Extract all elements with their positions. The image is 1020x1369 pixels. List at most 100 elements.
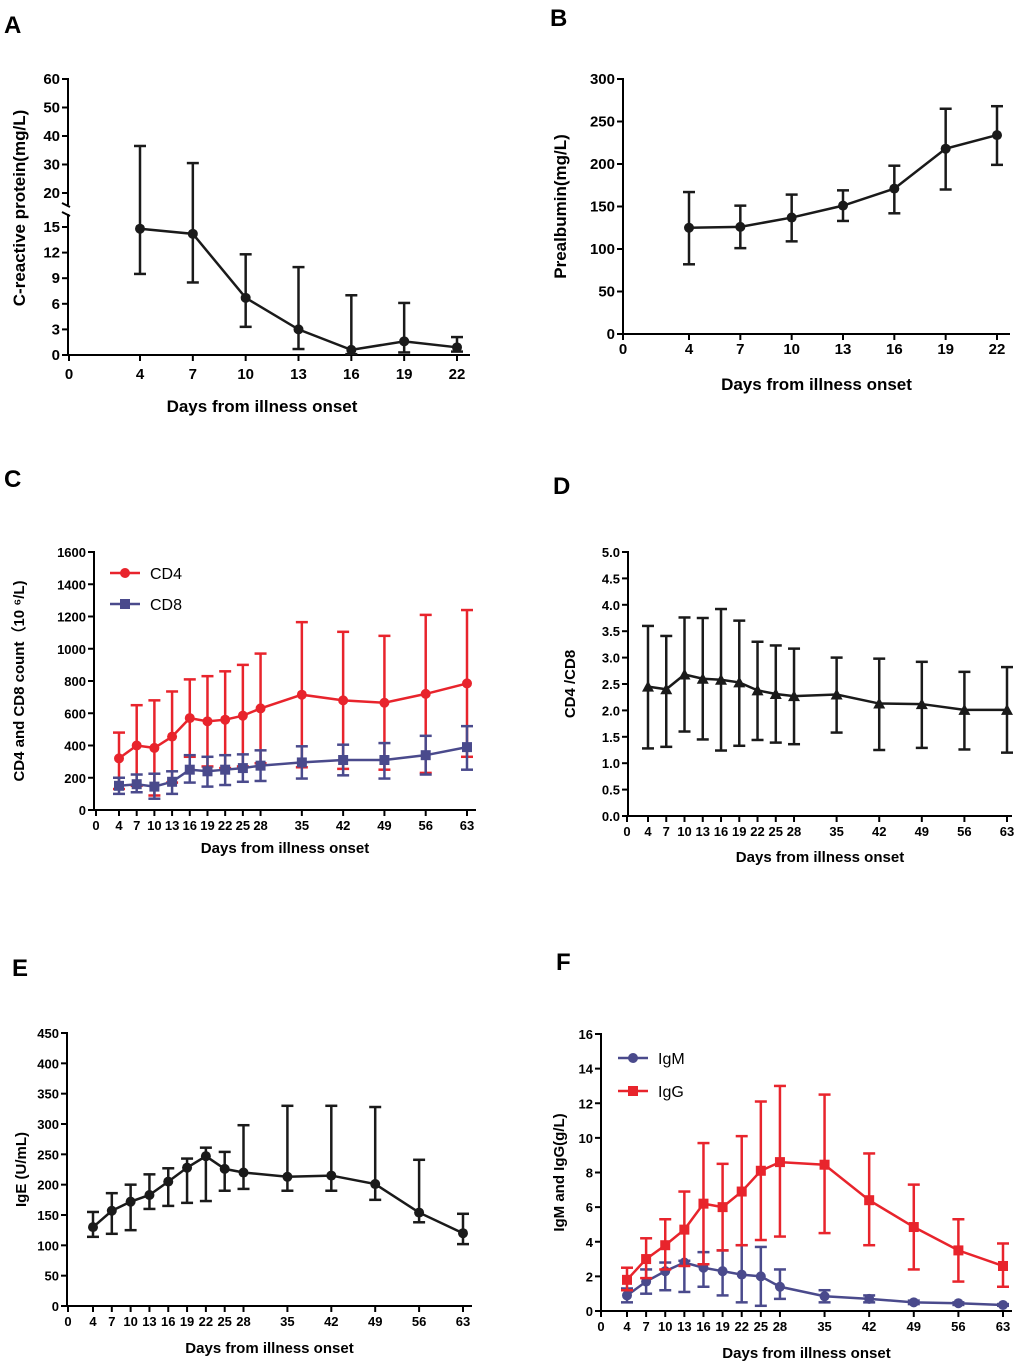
legend-item: CD8 bbox=[110, 597, 182, 614]
data-point bbox=[202, 766, 213, 777]
data-point bbox=[628, 1086, 638, 1096]
legend-label: CD4 bbox=[150, 566, 182, 583]
series-crp bbox=[134, 144, 463, 356]
x-tick-label: 0 bbox=[623, 824, 630, 839]
data-point bbox=[420, 750, 431, 761]
data-point bbox=[338, 755, 349, 766]
x-tick-label: 4 bbox=[115, 818, 123, 833]
chart-panel-A: 0 3 6 9 12 15 20 30 40 50 60 0 4 7 10 13 16 19 22 Days from… bbox=[10, 71, 470, 416]
y-tick-label: 300 bbox=[37, 1117, 59, 1132]
panel-label: E bbox=[12, 955, 28, 982]
y-tick-label: 150 bbox=[590, 199, 615, 216]
data-point bbox=[149, 781, 160, 792]
y-tick-label: 40 bbox=[43, 128, 60, 145]
data-point bbox=[131, 779, 142, 790]
x-axis-title: Days from illness onset bbox=[185, 1340, 353, 1357]
data-point bbox=[296, 757, 307, 768]
y-tick-label: 200 bbox=[590, 156, 615, 173]
data-point bbox=[399, 336, 410, 347]
data-point bbox=[698, 1198, 709, 1209]
data-point bbox=[755, 1165, 766, 1176]
series-prealbumin bbox=[683, 104, 1003, 266]
data-point bbox=[420, 688, 431, 699]
data-point bbox=[819, 1291, 830, 1302]
x-tick-label: 10 bbox=[237, 366, 254, 383]
data-point bbox=[114, 753, 124, 764]
y-tick-label: 400 bbox=[64, 739, 86, 754]
data-point bbox=[120, 568, 130, 578]
data-point bbox=[149, 742, 160, 753]
x-tick-label: 13 bbox=[165, 818, 179, 833]
data-point bbox=[220, 714, 231, 725]
data-point bbox=[788, 690, 801, 702]
x-tick-label: 0 bbox=[92, 818, 99, 833]
x-tick-label: 10 bbox=[147, 818, 161, 833]
x-tick-label: 0 bbox=[597, 1319, 604, 1334]
y-tick-label: 200 bbox=[37, 1178, 59, 1193]
y-tick-label: 0 bbox=[79, 803, 86, 818]
x-tick-label: 28 bbox=[236, 1314, 250, 1329]
data-point bbox=[106, 1205, 117, 1216]
data-point bbox=[696, 672, 709, 684]
x-tick-label: 13 bbox=[696, 824, 710, 839]
data-point bbox=[864, 1293, 875, 1304]
data-point bbox=[462, 678, 472, 689]
axis-break-mark bbox=[61, 202, 71, 208]
y-tick-label: 3.0 bbox=[602, 651, 620, 666]
data-point bbox=[953, 1245, 964, 1256]
x-tick-label: 13 bbox=[142, 1314, 156, 1329]
y-tick-label: 14 bbox=[579, 1062, 594, 1077]
y-tick-label: 0.0 bbox=[602, 809, 620, 824]
y-tick-label: 4.5 bbox=[602, 571, 620, 586]
y-tick-label: 12 bbox=[43, 245, 60, 262]
x-tick-label: 4 bbox=[89, 1314, 97, 1329]
panel-label: B bbox=[550, 5, 567, 32]
y-tick-label: 2.0 bbox=[602, 703, 620, 718]
x-axis-title: Days from illness onset bbox=[722, 1345, 890, 1362]
x-tick-label: 19 bbox=[180, 1314, 194, 1329]
y-tick-label: 5.0 bbox=[602, 545, 620, 560]
y-tick-label: 16 bbox=[579, 1027, 593, 1042]
y-tick-label: 30 bbox=[43, 157, 60, 174]
x-tick-label: 25 bbox=[217, 1314, 231, 1329]
x-tick-label: 25 bbox=[769, 824, 783, 839]
data-point bbox=[144, 1189, 155, 1200]
x-tick-label: 49 bbox=[377, 818, 391, 833]
x-tick-label: 35 bbox=[817, 1319, 831, 1334]
panel-label: C bbox=[4, 466, 21, 493]
data-point bbox=[717, 1202, 728, 1213]
x-tick-label: 7 bbox=[133, 818, 140, 833]
data-point bbox=[830, 688, 843, 700]
legend-item: IgM bbox=[618, 1051, 685, 1068]
data-point bbox=[370, 1179, 381, 1190]
x-tick-label: 28 bbox=[253, 818, 267, 833]
x-tick-label: 28 bbox=[773, 1319, 787, 1334]
y-tick-label: 800 bbox=[64, 674, 86, 689]
y-tick-label: 4 bbox=[586, 1235, 594, 1250]
data-point bbox=[915, 698, 928, 710]
y-tick-label: 300 bbox=[590, 71, 615, 88]
data-point bbox=[462, 742, 472, 753]
y-tick-label: 3.5 bbox=[602, 624, 620, 639]
data-point bbox=[998, 1299, 1008, 1310]
data-point bbox=[346, 344, 357, 355]
y-tick-label: 50 bbox=[45, 1269, 59, 1284]
data-point bbox=[958, 703, 971, 715]
data-point bbox=[293, 324, 304, 335]
y-tick-label: 1.0 bbox=[602, 756, 620, 771]
x-tick-label: 7 bbox=[189, 366, 197, 383]
data-point bbox=[237, 710, 248, 721]
data-point bbox=[167, 776, 178, 787]
x-tick-label: 56 bbox=[951, 1319, 965, 1334]
x-tick-label: 16 bbox=[714, 824, 728, 839]
x-tick-label: 42 bbox=[872, 824, 886, 839]
x-tick-label: 13 bbox=[290, 366, 307, 383]
x-tick-label: 13 bbox=[835, 341, 852, 358]
x-tick-label: 25 bbox=[236, 818, 250, 833]
data-point bbox=[889, 183, 900, 194]
data-point bbox=[940, 143, 951, 154]
x-tick-label: 35 bbox=[295, 818, 309, 833]
y-tick-label: 100 bbox=[590, 241, 615, 258]
data-point bbox=[114, 780, 124, 791]
data-point bbox=[255, 703, 266, 714]
